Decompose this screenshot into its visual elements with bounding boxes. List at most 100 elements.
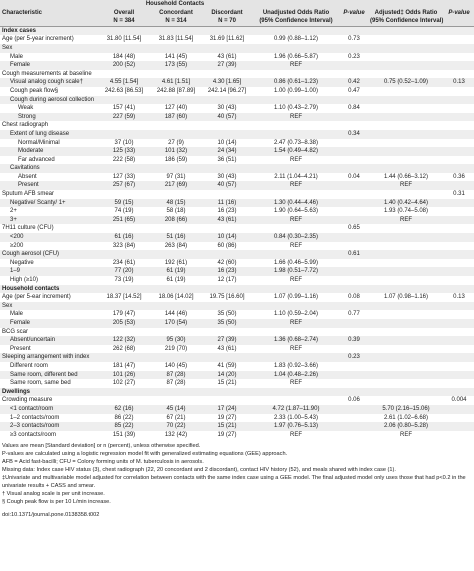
cell: 40 (57): [217, 182, 237, 189]
cell-empty: [444, 233, 474, 242]
table-row: ≥200 323 (84) 263 (84) 60 (86) REF: [0, 242, 474, 251]
cell: 101 (26): [112, 371, 136, 378]
cell: 173 (55): [164, 62, 188, 69]
cell: 36 (51): [217, 156, 237, 163]
cell-empty: [340, 319, 368, 328]
cell: 251 (65): [112, 216, 136, 223]
cell-empty: [368, 35, 444, 44]
row-label: Visual analog cough scale†: [10, 79, 83, 86]
cell-empty: [368, 259, 444, 268]
cell: REF: [290, 156, 302, 163]
cell-empty: [444, 362, 474, 371]
cell: 0.23: [348, 53, 360, 60]
table-row: Present 262 (68) 219 (70) 43 (61) REF: [0, 345, 474, 354]
cell-empty: [368, 96, 444, 105]
cell-empty: [368, 302, 444, 311]
footnote: Missing data: Index case HIV status (3),…: [2, 467, 396, 474]
cell-empty: [340, 302, 368, 311]
table-row: Cavitations: [0, 164, 474, 173]
cell: 1.97 (0.76–5.13): [273, 423, 319, 430]
row-label: Male: [10, 311, 24, 318]
cell-empty: [202, 130, 252, 139]
cell-empty: [150, 190, 202, 199]
cell-empty: [444, 310, 474, 319]
row-label: Absent: [18, 173, 37, 180]
cell-empty: [202, 224, 252, 233]
cell-empty: [444, 87, 474, 96]
cell: REF: [400, 216, 412, 223]
row-label: 1–2 contacts/room: [10, 414, 60, 421]
cell-empty: [98, 44, 150, 53]
cell: 73 (19): [114, 277, 134, 283]
cell: 0.36: [453, 173, 465, 180]
cell-empty: [368, 87, 444, 96]
row-label: ≥200: [10, 242, 24, 249]
cell-empty: [444, 35, 474, 44]
cell: 0.84 (0.30–2.35): [273, 234, 319, 241]
cell: 1.98 (0.51–7.72): [273, 268, 319, 275]
cell: 85 (22): [114, 423, 134, 430]
count-header: N = 384: [98, 17, 150, 27]
cell: REF: [290, 431, 302, 438]
cell: 67 (21): [166, 414, 186, 421]
row-label: Weak: [18, 105, 34, 112]
table-row: Age (per 5-year increment) 31.80 [11.54] 3…: [0, 35, 474, 44]
cell-empty: [202, 121, 252, 130]
cell: 15 (21): [217, 380, 237, 387]
table-row: Cough during aerosol collection: [0, 95, 474, 105]
table-row: Extent of lung disease 0.34: [0, 129, 474, 139]
table-row: Negative 234 (61) 192 (61) 42 (60) 1.66 (0.4…: [0, 259, 474, 268]
row-label: Negative: [10, 259, 34, 266]
cell: 87 (28): [166, 380, 186, 387]
cell-empty: [444, 276, 474, 285]
cell-empty: [340, 113, 368, 122]
table-row: Far advanced 222 (58) 186 (59) 36 (51) REF: [0, 156, 474, 165]
cell-empty: [98, 96, 150, 105]
cell-empty: [368, 70, 444, 79]
cell-empty: [368, 396, 444, 405]
cell-empty: [98, 302, 150, 311]
table-row: Male 179 (47) 144 (46) 35 (50) 1.10 (0.59–2.…: [0, 310, 474, 319]
cell-empty: [368, 233, 444, 242]
cell: 15 (21): [217, 423, 237, 430]
cell-empty: [444, 53, 474, 62]
cell: 170 (54): [164, 319, 188, 326]
cell: 1.66 (0.46–5.99): [273, 259, 319, 266]
row-label: Sputum AFB smear: [2, 191, 55, 198]
cell: 1.00 (0.99–1.00): [273, 87, 319, 94]
cell-empty: [368, 242, 444, 251]
footnote: † Visual analog scale is per unit increa…: [2, 491, 105, 498]
cell-empty: [340, 156, 368, 165]
cell-empty: [252, 70, 340, 79]
cell: 42 (60): [217, 259, 237, 266]
table-row: <1 contact/room 62 (16) 45 (14) 17 (24) 4.72…: [0, 404, 474, 414]
cell-empty: [444, 267, 474, 276]
row-label: Age (per 5-ear increment): [2, 294, 71, 301]
table-row: Same room, same bed 102 (27) 87 (28) 15 (21…: [0, 379, 474, 388]
cell: 30 (43): [217, 105, 237, 112]
footnote: AFB = Acid fast-bacilli; CFU = Colony fo…: [2, 459, 204, 466]
cell: 43 (61): [217, 216, 237, 223]
cell: REF: [290, 216, 302, 223]
cell-empty: [202, 190, 252, 199]
cell: 0.47: [348, 87, 360, 94]
cell: 74 (19): [114, 208, 134, 215]
cell: 2.11 (1.04–4.21): [274, 173, 318, 180]
table-row: Sputum AFB smear 0.31: [0, 190, 474, 199]
cell: 1.07 (0.98–1.16): [383, 294, 429, 301]
cell: 0.13: [453, 79, 465, 86]
cell-empty: [340, 267, 368, 276]
cell: 77 (20): [114, 268, 134, 275]
cell: 179 (47): [112, 311, 136, 318]
cell: 19 (27): [217, 431, 237, 438]
cell: 16 (23): [217, 208, 237, 215]
row-label: 2–3 contacts/room: [10, 423, 60, 430]
row-label: Sex: [2, 44, 13, 51]
cell: 0.99 (0.88–1.12): [273, 36, 319, 43]
row-label: Female: [10, 319, 31, 326]
cell: 4.55 [1.54]: [109, 79, 139, 86]
cell: 48 (15): [166, 199, 186, 206]
cell-empty: [444, 207, 474, 216]
cell: 242.14 [96.27]: [207, 87, 247, 94]
